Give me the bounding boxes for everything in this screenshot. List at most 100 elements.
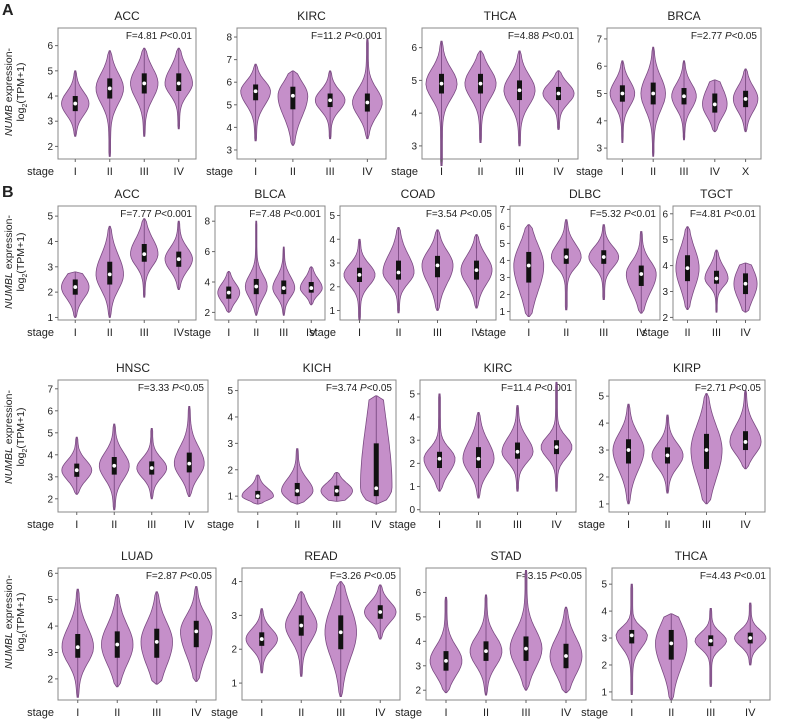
p-value: P: [460, 209, 467, 220]
stat-annotation: F=3.33 P<0.05: [138, 383, 205, 394]
median-dot: [357, 272, 362, 277]
y-tick-label: 4: [227, 412, 233, 423]
median-dot: [444, 658, 448, 663]
y-tick-label: 3: [598, 446, 604, 457]
median-dot: [478, 81, 483, 86]
median-dot: [476, 456, 481, 461]
median-dot: [281, 286, 286, 290]
f-statistic: F=7.48: [249, 209, 283, 220]
stage-label: stage: [184, 327, 211, 339]
median-dot: [295, 488, 300, 493]
y-tick-label: 5: [598, 392, 604, 403]
stage-label: stage: [581, 707, 608, 719]
p-value: P: [160, 31, 167, 42]
y-tick-label: 7: [596, 34, 602, 45]
p-value-threshold: <0.05: [467, 209, 493, 220]
y-label-gene: NUMB: [3, 105, 15, 136]
x-tick-label: II: [650, 166, 656, 178]
y-tick-label: 1: [227, 492, 233, 503]
chart-title: BRCA: [667, 9, 700, 23]
y-tick-label: 6: [662, 209, 668, 220]
f-statistic: F=4.88: [508, 31, 542, 42]
median-dot: [334, 488, 339, 493]
y-tick-label: 7: [499, 205, 505, 216]
y-tick-label: 6: [47, 406, 53, 417]
p-value-threshold: <0.05: [732, 31, 758, 42]
f-statistic: F=3.33: [138, 383, 172, 394]
chart-title: STAD: [490, 549, 521, 563]
stat-annotation: F=11.4 P<0.001: [501, 383, 572, 394]
y-label-suffix: expression-: [3, 575, 15, 633]
p-value: P: [180, 571, 187, 582]
median-dot: [665, 453, 670, 458]
median-dot: [564, 654, 568, 658]
median-dot: [682, 94, 686, 99]
p-value: P: [729, 383, 736, 394]
y-tick-label: 2: [204, 308, 210, 319]
y-tick-label: 3: [601, 634, 607, 645]
p-value: P: [550, 571, 557, 582]
stage-label: stage: [211, 707, 238, 719]
stage-label: stage: [309, 327, 336, 339]
x-tick-label: IV: [551, 519, 562, 531]
x-tick-label: IV: [710, 166, 721, 178]
x-tick-label: I: [527, 327, 530, 339]
median-dot: [517, 88, 522, 93]
plot-frame: [57, 27, 197, 160]
y-axis-label-b2: NUMBL expression-: [3, 390, 15, 484]
chart-title: COAD: [401, 187, 436, 201]
x-tick-label: III: [140, 327, 149, 339]
x-tick-label: IV: [471, 327, 482, 339]
f-statistic: F=2.71: [695, 383, 729, 394]
median-dot: [378, 610, 383, 614]
y-tick-label: 2: [598, 472, 604, 483]
y-tick-label: 4: [415, 637, 421, 648]
chart-title: LUAD: [121, 549, 153, 563]
y-tick-label: 5: [415, 612, 421, 623]
median-dot: [704, 448, 709, 452]
y-tick-label: 3: [411, 141, 417, 152]
x-tick-label: II: [395, 327, 401, 339]
y-label-sub: 2: [22, 104, 29, 108]
y-label-unit: (TPM+1): [15, 592, 27, 633]
x-tick-label: III: [279, 327, 288, 339]
y-tick-label: 2: [47, 674, 53, 685]
y-label-sub: 2: [22, 274, 29, 278]
p-value: P: [624, 209, 631, 220]
stage-label: stage: [479, 327, 506, 339]
y-tick-label: 4: [329, 235, 335, 246]
y-tick-label: 0: [409, 505, 415, 516]
f-statistic: F=11.2: [311, 31, 344, 42]
panel-label-b: B: [2, 184, 14, 201]
x-tick-label: IV: [191, 707, 202, 719]
y-label-sub: 2: [22, 634, 29, 638]
p-value-threshold: <0.01: [167, 31, 193, 42]
x-tick-label: II: [483, 707, 489, 719]
median-dot: [374, 486, 379, 491]
y-tick-label: 6: [47, 41, 53, 52]
p-value-threshold: <0.05: [367, 383, 393, 394]
chart-title: ACC: [114, 187, 140, 201]
y-tick-label: 3: [662, 287, 668, 298]
y-tick-label: 4: [499, 256, 505, 267]
x-tick-label: II: [668, 707, 674, 719]
p-value-threshold: <0.01: [741, 571, 767, 582]
plot-frame: [419, 379, 577, 513]
chart-title: KICH: [303, 361, 332, 375]
plot-frame: [214, 205, 326, 321]
chart-title: KIRP: [673, 361, 701, 375]
stage-label: stage: [391, 166, 418, 178]
median-dot: [601, 255, 606, 259]
stat-annotation: F=4.88 P<0.01: [508, 31, 575, 42]
median-dot: [149, 466, 154, 470]
x-tick-label: I: [254, 166, 257, 178]
y-tick-label: 6: [499, 222, 505, 233]
x-tick-label: II: [107, 166, 113, 178]
p-value: P: [154, 209, 161, 220]
p-value-threshold: <0.05: [371, 571, 397, 582]
y-tick-label: 5: [47, 595, 53, 606]
